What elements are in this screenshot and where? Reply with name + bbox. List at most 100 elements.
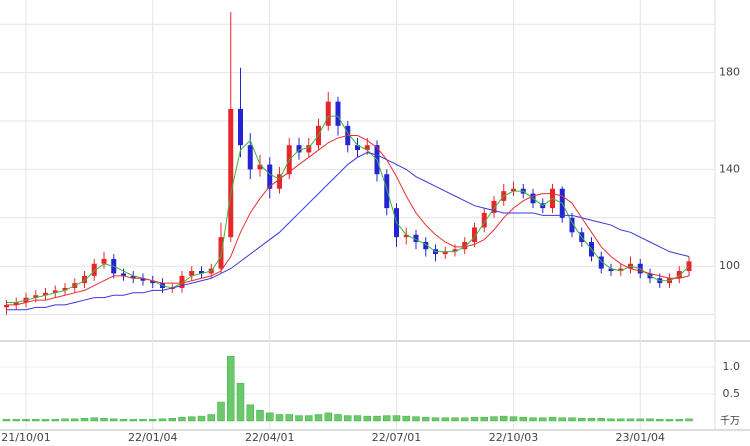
volume-bar bbox=[139, 419, 147, 422]
volume-bar bbox=[314, 414, 323, 422]
x-tick-label: 21/10/01 bbox=[1, 431, 50, 444]
volume-bar bbox=[178, 416, 186, 422]
y-tick-label: 180 bbox=[719, 66, 740, 79]
volume-bar bbox=[295, 415, 303, 422]
volume-bar bbox=[168, 418, 176, 422]
volume-bar bbox=[626, 418, 635, 422]
volume-unit: 千万 bbox=[720, 415, 740, 427]
volume-bar bbox=[529, 417, 537, 422]
volume-bar bbox=[188, 416, 196, 422]
volume-bar bbox=[578, 418, 586, 422]
marks bbox=[2, 12, 693, 422]
volume-bar bbox=[119, 419, 128, 422]
y-tick-label: 140 bbox=[719, 162, 740, 175]
volume-bar bbox=[539, 417, 547, 422]
volume-bar bbox=[217, 401, 225, 422]
volume-bar bbox=[636, 418, 644, 422]
volume-bar bbox=[266, 412, 274, 422]
volume-bar bbox=[227, 355, 235, 422]
volume-bar bbox=[675, 419, 683, 422]
volume-bar bbox=[246, 404, 254, 422]
volume-bar bbox=[470, 416, 479, 422]
volume-bar bbox=[431, 417, 440, 422]
volume-bar bbox=[275, 414, 284, 422]
candle-body bbox=[608, 268, 614, 272]
candle-body bbox=[82, 275, 87, 284]
candle-body bbox=[511, 188, 516, 192]
volume-bar bbox=[149, 419, 157, 422]
candle-body bbox=[403, 234, 409, 238]
candle-body bbox=[267, 164, 273, 189]
volume-bar bbox=[256, 409, 264, 422]
volume-bar bbox=[656, 419, 664, 422]
volume-bar bbox=[587, 418, 596, 422]
volume-bar bbox=[597, 418, 605, 422]
volume-bar bbox=[41, 419, 50, 422]
candle-body bbox=[296, 145, 302, 153]
candle-body bbox=[306, 145, 312, 153]
volume-bar bbox=[285, 414, 293, 422]
candle-body bbox=[140, 278, 146, 281]
candle-body bbox=[481, 212, 487, 228]
volume-bar bbox=[422, 416, 430, 422]
x-tick-label: 23/01/04 bbox=[616, 431, 665, 444]
volume-bar bbox=[100, 418, 108, 422]
volume-bar bbox=[607, 418, 615, 422]
volume-bar bbox=[305, 415, 313, 422]
volume-bar bbox=[617, 418, 625, 422]
x-tick-label: 22/10/03 bbox=[489, 431, 538, 444]
x-tick-label: 22/04/01 bbox=[245, 431, 294, 444]
volume-bar bbox=[129, 419, 137, 422]
moving-average-line bbox=[6, 115, 690, 303]
volume-bar bbox=[71, 418, 79, 422]
candle-body bbox=[277, 174, 282, 189]
volume-bar bbox=[90, 417, 98, 422]
volume-bar bbox=[51, 419, 59, 422]
candle-body bbox=[150, 280, 156, 284]
volume-bar bbox=[568, 417, 576, 422]
volume-bar bbox=[363, 415, 371, 422]
volume-bar bbox=[80, 418, 89, 422]
candle-body bbox=[676, 271, 682, 279]
candle-body bbox=[423, 241, 429, 250]
volume-bar bbox=[392, 415, 401, 422]
volume-bar bbox=[461, 417, 469, 422]
candle-body bbox=[569, 217, 575, 233]
candle-body bbox=[462, 241, 468, 250]
volume-bar bbox=[22, 419, 30, 422]
volume-bar bbox=[451, 417, 459, 422]
candle-body bbox=[413, 234, 419, 242]
candle-body bbox=[121, 273, 126, 276]
volume-bar bbox=[110, 418, 118, 422]
candle-body bbox=[247, 145, 253, 170]
candle-body bbox=[101, 258, 107, 264]
candle-body bbox=[335, 101, 341, 126]
y-tick-label: 1.0 bbox=[723, 360, 741, 373]
volume-bar bbox=[383, 415, 391, 422]
candle-body bbox=[364, 145, 370, 151]
candle-body bbox=[4, 304, 9, 308]
volume-bar bbox=[558, 417, 566, 422]
volume-bar bbox=[548, 416, 557, 422]
volume-bar bbox=[500, 415, 508, 422]
volume-bar bbox=[441, 417, 449, 422]
volume-bar bbox=[665, 419, 674, 422]
candle-body bbox=[472, 227, 477, 242]
volume-bar bbox=[32, 419, 40, 422]
volume-bar bbox=[207, 414, 215, 422]
volume-bar bbox=[324, 412, 332, 422]
y-tick-label: 0.5 bbox=[723, 387, 741, 400]
candle-body bbox=[228, 108, 234, 238]
volume-bar bbox=[236, 382, 245, 422]
x-tick-label: 22/07/01 bbox=[372, 431, 421, 444]
y-tick-label: 100 bbox=[719, 259, 740, 272]
candle-body bbox=[13, 302, 19, 305]
candle-body bbox=[43, 292, 48, 296]
candle-body bbox=[257, 164, 263, 170]
volume-bar bbox=[402, 415, 410, 422]
candle-body bbox=[442, 251, 448, 255]
candle-body bbox=[238, 108, 243, 146]
volume-bar bbox=[412, 416, 420, 422]
volume-bar bbox=[2, 419, 11, 422]
